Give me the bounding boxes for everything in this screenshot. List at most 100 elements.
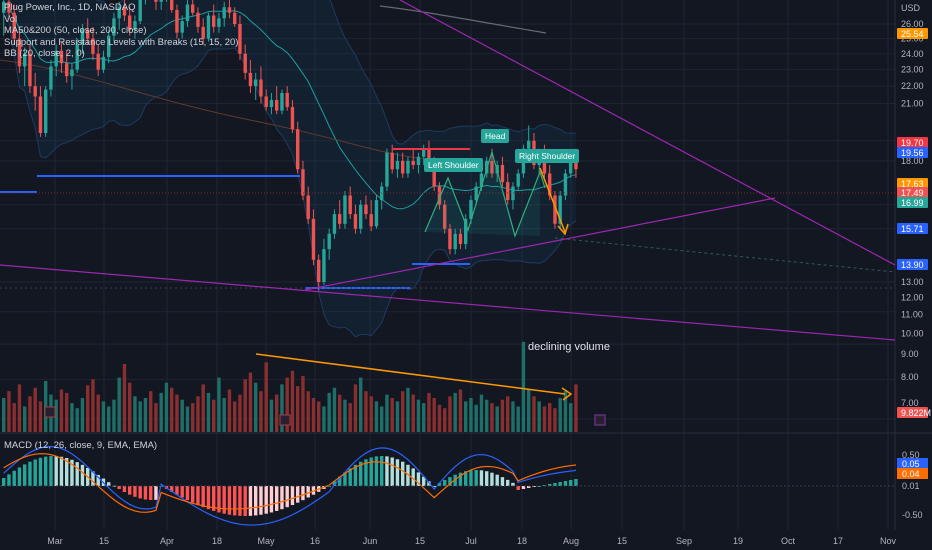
price-tag-label: 15.71 — [901, 224, 924, 234]
macd-histogram-bar — [369, 457, 373, 486]
volume-bar — [458, 389, 463, 432]
earnings-marker — [279, 414, 291, 426]
candle-body — [296, 129, 300, 170]
breakdown-arrow — [539, 167, 566, 233]
volume-bar — [101, 401, 106, 432]
price-tag — [897, 178, 928, 189]
macd-histogram-bar — [38, 457, 43, 486]
macd-histogram-bar — [353, 464, 358, 486]
volume-arrow — [255, 353, 566, 395]
candle-body — [138, 0, 142, 22]
candle-body — [269, 99, 274, 108]
candle-body — [469, 200, 473, 219]
macd-histogram-bar — [500, 477, 505, 486]
candle-body — [527, 140, 531, 149]
candle-body — [416, 156, 421, 166]
price-axis[interactable]: 26.0025.0024.0023.0022.0021.0019.0018.00… — [897, 3, 931, 520]
price-tag-label: 16.99 — [901, 198, 924, 208]
volume-bar — [380, 406, 384, 432]
bb-indicator-label[interactable]: BB (20, close, 2, 0) — [4, 48, 85, 59]
candle-body — [196, 12, 200, 27]
macd-histogram-bar — [495, 474, 499, 486]
macd-histogram-bar — [422, 476, 426, 486]
macd-histogram-bar — [280, 486, 284, 510]
projection-line — [554, 237, 896, 273]
macd-histogram-bar — [474, 470, 478, 486]
time-tick-label: 15 — [99, 536, 109, 546]
macd-histogram-bar — [574, 479, 578, 486]
volume-bar — [107, 406, 111, 432]
candle-body — [516, 173, 520, 187]
time-tick-label: 15 — [415, 536, 425, 546]
sr-indicator-label[interactable]: Support and Resistance Levels with Break… — [4, 36, 239, 48]
volume-bar — [2, 398, 6, 432]
candle-body — [65, 63, 69, 77]
macd-histogram-bar — [521, 486, 526, 489]
ma200-line — [379, 5, 547, 34]
right-shoulder-label: Right Shoulder — [515, 149, 580, 163]
macd-indicator-label[interactable]: MACD (12, 26, close, 9, EMA, EMA) — [4, 440, 158, 451]
candle-body — [285, 93, 289, 108]
volume-bar — [17, 384, 22, 432]
candle-body — [290, 107, 295, 130]
volume-bar — [506, 396, 510, 432]
candle-body — [7, 1, 11, 13]
candle-body — [107, 35, 111, 57]
macd-histogram-bar — [80, 464, 85, 486]
price-tag — [897, 197, 928, 208]
price-tag-label: 25.54 — [901, 29, 924, 39]
macd-histogram-bar — [59, 456, 64, 486]
macd-histogram-bar — [23, 464, 27, 486]
volume-indicator-label[interactable]: Vol — [4, 13, 18, 25]
macd-histogram-bar — [469, 470, 473, 486]
volume-bar — [553, 408, 557, 432]
macd-histogram-bar — [91, 471, 95, 486]
ma-indicator-label[interactable]: MA50&200 (50, close, 200, close) — [4, 25, 147, 36]
candle-body — [206, 15, 211, 39]
candle-body — [70, 69, 74, 77]
volume-bar — [201, 384, 205, 432]
candle-body — [264, 96, 268, 108]
volume-bar — [558, 398, 562, 432]
candle-body — [28, 53, 32, 87]
volume-bar — [406, 387, 410, 432]
candle-body — [553, 195, 557, 224]
volume-bar — [364, 391, 368, 432]
time-tick-label: 18 — [517, 536, 527, 546]
candle-body — [311, 218, 316, 260]
price-tag-label: 9.822M — [901, 408, 931, 418]
macd-histogram-bar — [490, 472, 494, 486]
price-tag — [897, 28, 928, 39]
macd-histogram-bar — [264, 486, 268, 514]
volume-bar — [311, 398, 316, 432]
macd-tick-label: 0.01 — [902, 481, 920, 491]
macd-tick-label: 0.50 — [902, 450, 920, 460]
macd-histogram-bar — [33, 459, 37, 486]
macd-histogram-bar — [385, 456, 389, 486]
candle-body — [332, 214, 337, 234]
macd-histogram-bar — [516, 486, 520, 490]
volume-bar — [296, 386, 300, 432]
volume-bar — [453, 392, 457, 432]
volume-bar — [117, 377, 121, 432]
candle-body — [259, 79, 263, 97]
macd-histogram-bar — [548, 484, 552, 486]
price-tick-label: 8.00 — [901, 372, 919, 382]
candle-body — [117, 7, 121, 19]
time-axis[interactable]: Mar 15 Apr 18 May 16 Jun 15 Jul 18 Aug 15 Sep 19 Oct 17… — [47, 536, 896, 546]
trendline-upper — [399, 0, 896, 266]
volume-bar — [180, 399, 184, 432]
macd-histogram-bar — [332, 481, 337, 486]
volume-bar — [28, 396, 32, 432]
candle-body — [327, 233, 331, 250]
macd-histogram-bar — [458, 472, 463, 486]
symbol-title[interactable]: Plug Power, Inc., 1D, NASDAQ — [4, 2, 136, 13]
volume-bar — [479, 394, 484, 432]
volume-bar — [322, 406, 326, 432]
candle-body — [159, 0, 163, 2]
macd-tick-label: 0.05 — [902, 459, 920, 469]
price-tick-label: 11.00 — [901, 310, 923, 320]
macd-histogram-bar — [238, 486, 242, 516]
macd-histogram-bar — [311, 486, 316, 495]
